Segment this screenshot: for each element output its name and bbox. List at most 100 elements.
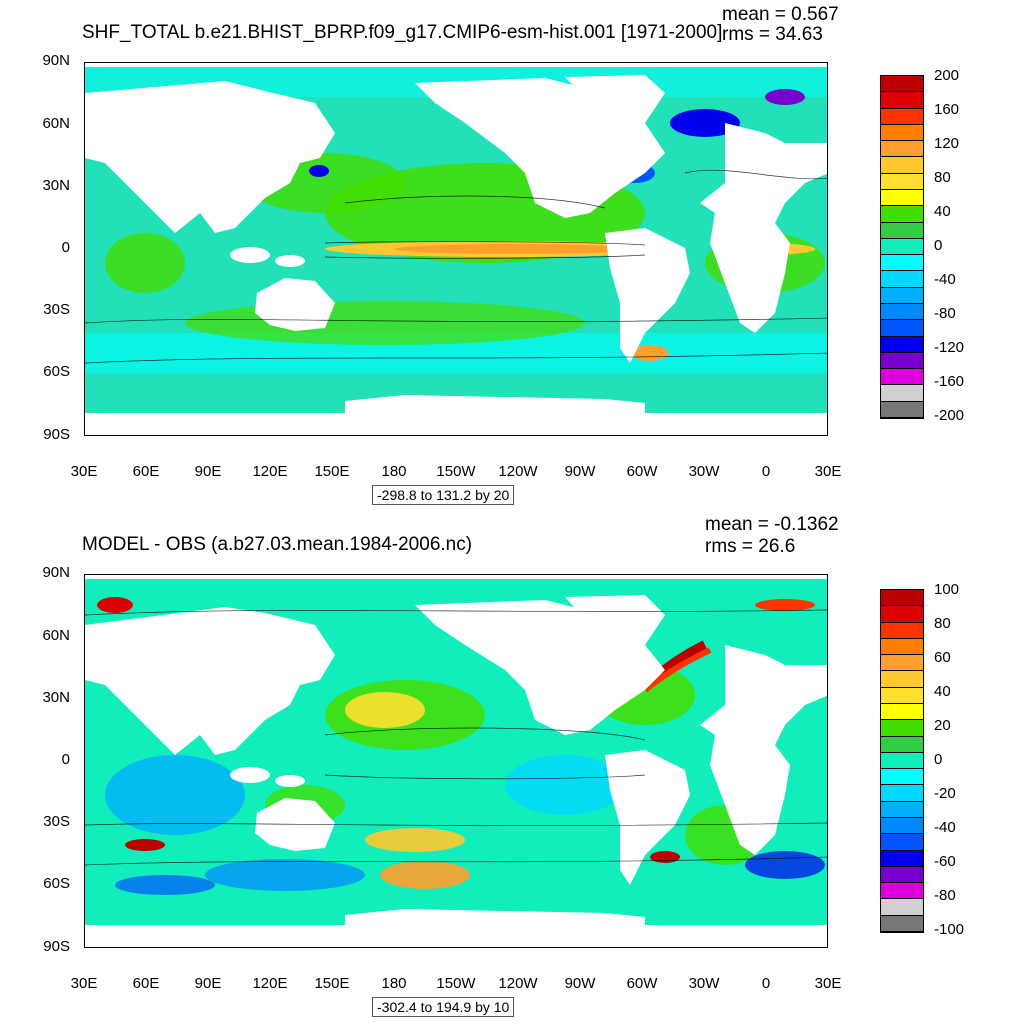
colorbar-label: 80 xyxy=(934,169,951,186)
map-field xyxy=(85,63,827,435)
colorbar-swatch xyxy=(881,622,923,639)
contour-range-note: -298.8 to 131.2 by 20 xyxy=(372,485,515,505)
lat-label: 60N xyxy=(42,627,70,644)
colorbar-swatch xyxy=(881,190,923,207)
rms-readout: rms = 26.6 xyxy=(705,536,796,557)
lon-label: 60W xyxy=(626,463,658,480)
colorbar-swatch xyxy=(881,401,923,418)
colorbar-label: 0 xyxy=(934,751,943,768)
colorbar xyxy=(880,589,924,933)
colorbar-swatch xyxy=(881,785,923,802)
colorbar-swatch xyxy=(881,124,923,142)
colorbar-label: 40 xyxy=(934,203,951,220)
colorbar-swatch xyxy=(881,915,923,932)
colorbar-swatch xyxy=(881,655,923,672)
lat-label: 60S xyxy=(43,875,70,892)
colorbar-swatch xyxy=(881,818,923,835)
lon-label: 120E xyxy=(252,975,288,992)
colorbar-label: 40 xyxy=(934,683,951,700)
colorbar-swatch xyxy=(881,736,923,753)
mean-readout: mean = 0.567 xyxy=(722,4,839,25)
colorbar-swatch xyxy=(881,801,923,818)
lon-label: 30E xyxy=(70,463,98,480)
colorbar-swatch xyxy=(881,287,923,304)
lon-label: 30W xyxy=(688,975,720,992)
lon-label: 150E xyxy=(314,463,350,480)
lat-label: 90N xyxy=(42,564,70,581)
panel-title: SHF_TOTAL b.e21.BHIST_BPRP.f09_g17.CMIP6… xyxy=(82,22,723,43)
colorbar-swatch xyxy=(881,687,923,704)
colorbar-swatch xyxy=(881,369,923,386)
colorbar-label: -80 xyxy=(934,887,956,904)
colorbar-swatch xyxy=(881,720,923,737)
lon-label: 30E xyxy=(814,463,842,480)
colorbar-swatch xyxy=(881,222,923,239)
colorbar-swatch xyxy=(881,92,923,109)
colorbar-swatch xyxy=(881,590,923,607)
colorbar-label: -160 xyxy=(934,373,965,390)
colorbar-label: 60 xyxy=(934,649,951,666)
lon-label: 120W xyxy=(498,463,538,480)
colorbar-label: -60 xyxy=(934,853,956,870)
colorbar-swatch xyxy=(881,834,923,851)
lon-label: 180 xyxy=(381,975,407,992)
lon-label: 30W xyxy=(688,463,720,480)
lon-label: 150W xyxy=(436,463,476,480)
colorbar-swatch xyxy=(881,157,923,174)
panel-model-minus-obs: MODEL - OBS (a.b27.03.mean.1984-2006.nc)… xyxy=(0,512,1024,1024)
colorbar-swatch xyxy=(881,255,923,272)
colorbar-swatch xyxy=(881,850,923,867)
colorbar-label: 120 xyxy=(934,135,960,152)
lon-label: 120E xyxy=(252,463,288,480)
colorbar-swatch xyxy=(881,704,923,721)
lon-label: 120W xyxy=(498,975,538,992)
lon-label: 150W xyxy=(436,975,476,992)
lon-label: 60E xyxy=(132,975,160,992)
colorbar-swatch xyxy=(881,385,923,402)
map-plot xyxy=(84,574,828,948)
colorbar-swatch xyxy=(881,304,923,321)
lat-label: 30S xyxy=(43,301,70,318)
colorbar-label: -40 xyxy=(934,271,956,288)
panel-title: MODEL - OBS (a.b27.03.mean.1984-2006.nc) xyxy=(82,534,473,555)
colorbar-swatch xyxy=(881,671,923,688)
colorbar-swatch xyxy=(881,173,923,190)
colorbar-swatch xyxy=(881,752,923,770)
colorbar-label: -200 xyxy=(934,407,965,424)
colorbar-swatch xyxy=(881,606,923,623)
colorbar-label: -120 xyxy=(934,339,965,356)
lon-label: 90W xyxy=(564,975,596,992)
lon-label: 90E xyxy=(194,463,222,480)
lat-label: 30N xyxy=(42,689,70,706)
lon-label: 90W xyxy=(564,463,596,480)
map-field xyxy=(85,575,827,947)
colorbar xyxy=(880,75,924,419)
lat-label: 60N xyxy=(42,115,70,132)
contour-range-note: -302.4 to 194.9 by 10 xyxy=(372,997,515,1017)
colorbar-swatch xyxy=(881,320,923,337)
colorbar-swatch xyxy=(881,141,923,158)
colorbar-swatch xyxy=(881,866,923,884)
colorbar-swatch xyxy=(881,206,923,223)
lat-label: 30S xyxy=(43,813,70,830)
colorbar-swatch xyxy=(881,769,923,786)
lon-label: 60E xyxy=(132,463,160,480)
colorbar-label: -80 xyxy=(934,305,956,322)
colorbar-label: -40 xyxy=(934,819,956,836)
colorbar-swatch xyxy=(881,352,923,370)
colorbar-swatch xyxy=(881,638,923,656)
lat-label: 90N xyxy=(42,52,70,69)
colorbar-swatch xyxy=(881,76,923,93)
colorbar-label: 20 xyxy=(934,717,951,734)
colorbar-label: -20 xyxy=(934,785,956,802)
lat-label: 90S xyxy=(43,938,70,955)
mean-readout: mean = -0.1362 xyxy=(705,514,839,535)
colorbar-label: 80 xyxy=(934,615,951,632)
colorbar-swatch xyxy=(881,883,923,900)
lon-label: 60W xyxy=(626,975,658,992)
colorbar-swatch xyxy=(881,336,923,353)
map-plot xyxy=(84,62,828,436)
lon-label: 0 xyxy=(761,975,771,992)
lon-label: 180 xyxy=(381,463,407,480)
colorbar-swatch xyxy=(881,238,923,256)
